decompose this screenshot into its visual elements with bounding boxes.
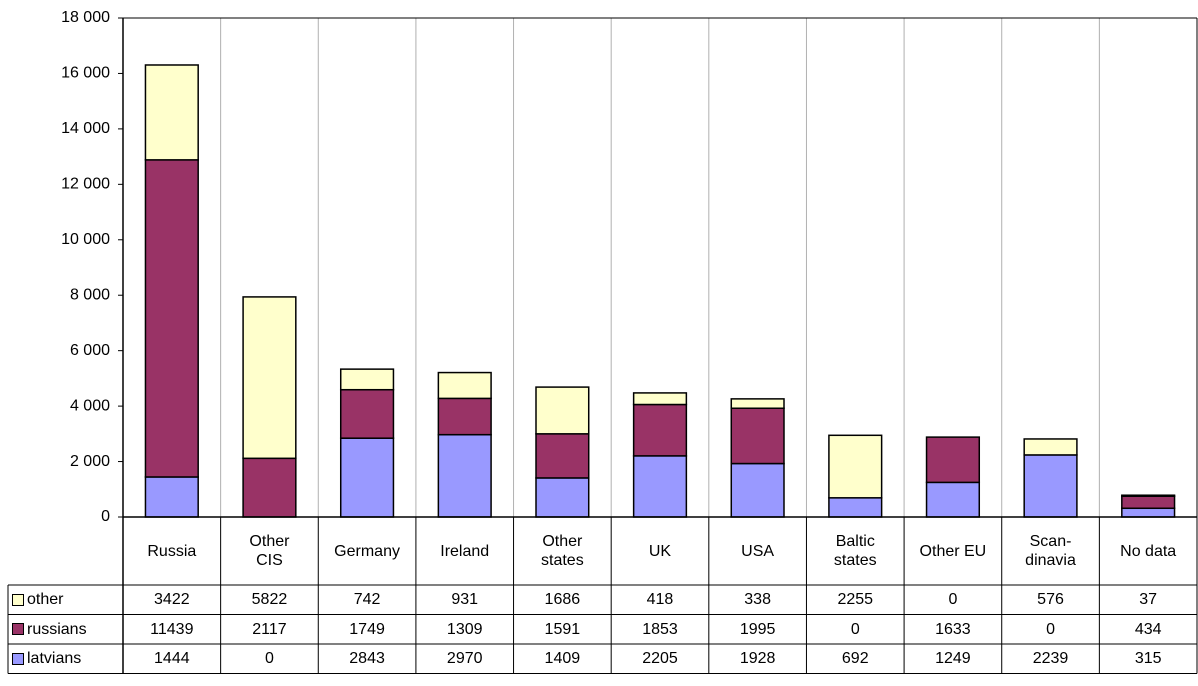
bar-segment: [828, 497, 883, 518]
table-value: 931: [451, 591, 479, 609]
bar-segment: [242, 296, 297, 460]
legend-swatch: [12, 593, 24, 606]
y-tick-label: 6 000: [70, 342, 110, 359]
bar-segment: [632, 455, 688, 518]
table-value: 1995: [739, 620, 776, 638]
table-value: 11439: [150, 620, 194, 638]
bar-segment: [437, 371, 492, 400]
table-value: 0: [948, 591, 958, 609]
table-value: 315: [1134, 650, 1162, 668]
bar-segment: [925, 436, 981, 484]
legend-swatch: [12, 652, 24, 665]
y-tick-label: 0: [101, 508, 110, 525]
bar-segment: [1121, 494, 1176, 497]
table-value: 1249: [935, 650, 971, 668]
category-label: Germany: [334, 542, 400, 560]
y-tick-label: 14 000: [61, 120, 110, 137]
y-tick-label: 8 000: [70, 286, 110, 303]
category-label: Other EU: [919, 542, 987, 560]
table-value: 0: [1046, 620, 1055, 638]
bar-segment: [632, 392, 688, 406]
legend-swatch: [12, 623, 24, 636]
category-label: No data: [1120, 542, 1177, 560]
table-value: 2255: [837, 591, 874, 609]
table-value: 338: [744, 591, 771, 609]
bar-segment: [632, 403, 688, 457]
table-value: 418: [646, 591, 674, 609]
bar-segment: [339, 368, 395, 391]
y-tick-label: 18 000: [61, 9, 110, 26]
bar-segment: [144, 476, 199, 518]
bar-segment: [1023, 438, 1078, 456]
legend-entry: other: [8, 585, 123, 615]
legend-entry: latvians: [8, 644, 123, 674]
table-value: 37: [1139, 591, 1158, 609]
bar-segment: [339, 388, 395, 439]
table-value: 1309: [446, 620, 483, 638]
bar-segment: [925, 481, 981, 518]
table-value: 1633: [935, 620, 971, 638]
legend-label: russians: [27, 620, 87, 638]
bar-segment: [242, 457, 297, 518]
bar-segment: [1121, 507, 1176, 518]
legend-label: latvians: [27, 650, 82, 668]
category-label: Other CIS: [249, 533, 290, 569]
table-value: 1928: [739, 650, 776, 668]
table-value: 3422: [154, 591, 190, 609]
category-label: Russia: [147, 542, 197, 560]
table-value: 576: [1037, 591, 1064, 609]
table-value: 692: [841, 650, 869, 668]
table-value: 1591: [544, 620, 581, 638]
y-tick-label: 2 000: [70, 453, 110, 470]
bar-segment: [144, 159, 199, 478]
bar-segment: [535, 433, 590, 479]
bar-segment: [144, 64, 199, 161]
category-label: Scan- dinavia: [1025, 533, 1076, 569]
bar-segment: [339, 437, 395, 518]
table-value: 1409: [544, 650, 581, 668]
bar-segment: [1121, 495, 1176, 510]
legend-label: other: [27, 591, 64, 609]
bar-segment: [730, 407, 785, 465]
bar-segment: [437, 397, 492, 436]
table-value: 5822: [251, 591, 288, 609]
bar-segment: [828, 434, 883, 499]
legend-entry: russians: [8, 615, 123, 645]
category-label: USA: [741, 542, 775, 560]
y-tick-label: 4 000: [70, 397, 110, 414]
table-value: 2239: [1032, 650, 1069, 668]
category-label: UK: [648, 542, 672, 560]
bar-segment: [535, 477, 590, 518]
y-tick-label: 16 000: [61, 65, 110, 82]
table-value: 742: [353, 591, 381, 609]
table-value: 1853: [642, 620, 678, 638]
table-value: 2843: [349, 650, 385, 668]
bar-segment: [730, 462, 785, 518]
bar-segment: [1023, 454, 1078, 518]
category-label: Ireland: [440, 542, 490, 560]
bar-segment: [437, 433, 492, 518]
bar-segment: [535, 386, 590, 435]
y-tick-label: 12 000: [61, 176, 110, 193]
table-value: 0: [264, 650, 274, 668]
table-value: 2205: [642, 650, 678, 668]
table-value: 0: [850, 620, 860, 638]
y-tick-label: 10 000: [61, 231, 110, 248]
table-value: 1749: [349, 620, 385, 638]
table-value: 434: [1134, 620, 1162, 638]
table-value: 2117: [252, 620, 287, 638]
bar-segment: [730, 398, 785, 409]
category-label: Other states: [541, 533, 584, 569]
table-value: 2970: [446, 650, 483, 668]
category-label: Baltic states: [833, 533, 877, 569]
table-value: 1686: [544, 591, 581, 609]
table-value: 1444: [154, 650, 190, 668]
